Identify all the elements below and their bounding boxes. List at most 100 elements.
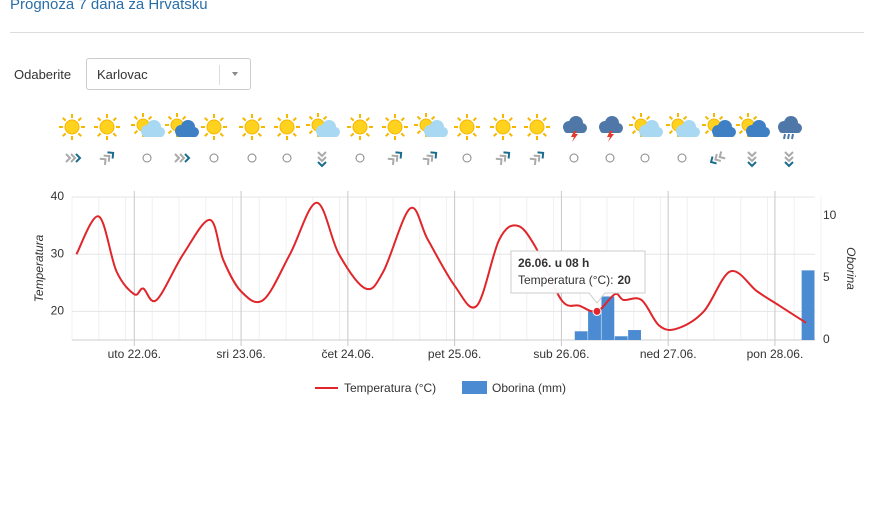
precip-bar	[614, 336, 628, 340]
sun-ray	[242, 117, 247, 122]
sun-ray	[112, 117, 117, 122]
wind-arrow	[174, 153, 191, 163]
cloud-icon	[424, 120, 448, 137]
tooltip-label: Temperatura (°C):	[518, 273, 614, 287]
sun-disc	[387, 119, 403, 135]
wind-calm	[462, 153, 472, 163]
wind-arrow	[709, 151, 726, 165]
sun-ray	[718, 115, 724, 121]
sun-icon	[490, 114, 516, 140]
sun-ray	[738, 129, 744, 135]
sun-ray	[704, 115, 710, 121]
sun-ray	[542, 117, 547, 122]
chevron	[70, 153, 77, 163]
sun-ray	[668, 129, 674, 135]
sun-ray	[493, 117, 498, 122]
sun-ray	[292, 132, 297, 137]
sun-ray	[322, 115, 328, 121]
picker-label: Odaberite	[14, 67, 72, 82]
sun-ray	[527, 117, 532, 122]
cloud-icon	[141, 120, 165, 137]
tooltip-box	[510, 250, 646, 304]
sun-icon	[94, 114, 120, 140]
precip-bar	[801, 270, 815, 340]
x-tick-label: pet 25.06.	[428, 347, 481, 361]
wind-calm	[605, 153, 615, 163]
chevron	[317, 161, 327, 168]
divider	[10, 32, 864, 33]
wind-arrow	[495, 151, 511, 166]
sun-ray	[752, 115, 758, 121]
y2-tick-label: 0	[823, 332, 830, 346]
page-title: Prognoza 7 dana za Hrvatsku	[10, 0, 208, 13]
chevron	[747, 161, 757, 168]
wind-calm	[677, 153, 687, 163]
sun-disc	[206, 119, 222, 135]
sun-ray	[508, 117, 513, 122]
sun-icon	[347, 114, 373, 140]
sun-icon	[274, 114, 300, 140]
sun-ray	[416, 115, 422, 121]
sun-ray	[257, 117, 262, 122]
wind-arrow	[317, 151, 327, 168]
sun-ray	[97, 117, 102, 122]
wind-calm	[569, 153, 579, 163]
wind-calm	[282, 153, 292, 163]
sun-ray	[385, 132, 390, 137]
chevron	[533, 154, 541, 162]
chevron	[499, 154, 507, 162]
chevron	[317, 151, 327, 158]
wind-calm	[209, 153, 219, 163]
sun-ray	[704, 129, 710, 135]
sun-ray	[219, 117, 224, 122]
wind-arrow	[784, 151, 794, 168]
cloud-base	[779, 126, 801, 133]
sun-ray	[350, 117, 355, 122]
sun-ray	[645, 115, 651, 121]
x-tick-label: čet 24.06.	[321, 347, 374, 361]
sun-ray	[62, 132, 67, 137]
chevron	[99, 157, 107, 166]
precip-bar	[588, 310, 601, 340]
cloud-icon	[712, 120, 736, 137]
chevron	[714, 153, 722, 162]
sun-disc	[279, 119, 295, 135]
sun-ray	[77, 132, 82, 137]
chevron	[426, 154, 434, 162]
x-tick-label: pon 28.06.	[747, 347, 804, 361]
chevron	[784, 151, 794, 158]
sun-disc	[99, 119, 115, 135]
sun-ray	[493, 132, 498, 137]
chevron	[709, 156, 717, 165]
wind-arrow	[99, 151, 115, 166]
sun-icon	[524, 114, 550, 140]
caret	[232, 72, 238, 76]
chevron	[529, 157, 537, 166]
chevron	[422, 157, 430, 166]
chevron	[391, 154, 399, 162]
sun-ray	[242, 132, 247, 137]
city-select[interactable]: Karlovac	[86, 58, 251, 90]
sun-disc	[459, 119, 475, 135]
cloud-icon	[778, 116, 802, 133]
chevron	[75, 153, 82, 163]
cloud-base	[747, 130, 769, 137]
cloud-icon	[563, 116, 587, 133]
sun-ray	[472, 117, 477, 122]
chevron	[430, 151, 438, 159]
sun-ray	[738, 115, 744, 121]
sun-ray	[400, 132, 405, 137]
sun-ray	[97, 132, 102, 137]
chevron	[174, 153, 181, 163]
chevron	[317, 156, 327, 163]
sun-ray	[219, 132, 224, 137]
cloud-base	[425, 130, 447, 137]
cloud-icon	[639, 120, 663, 137]
cloud-icon	[746, 120, 770, 137]
sun-disc	[64, 119, 80, 135]
rain	[787, 133, 790, 140]
sun-icon	[59, 114, 85, 140]
legend-label: Oborina (mm)	[492, 381, 566, 395]
